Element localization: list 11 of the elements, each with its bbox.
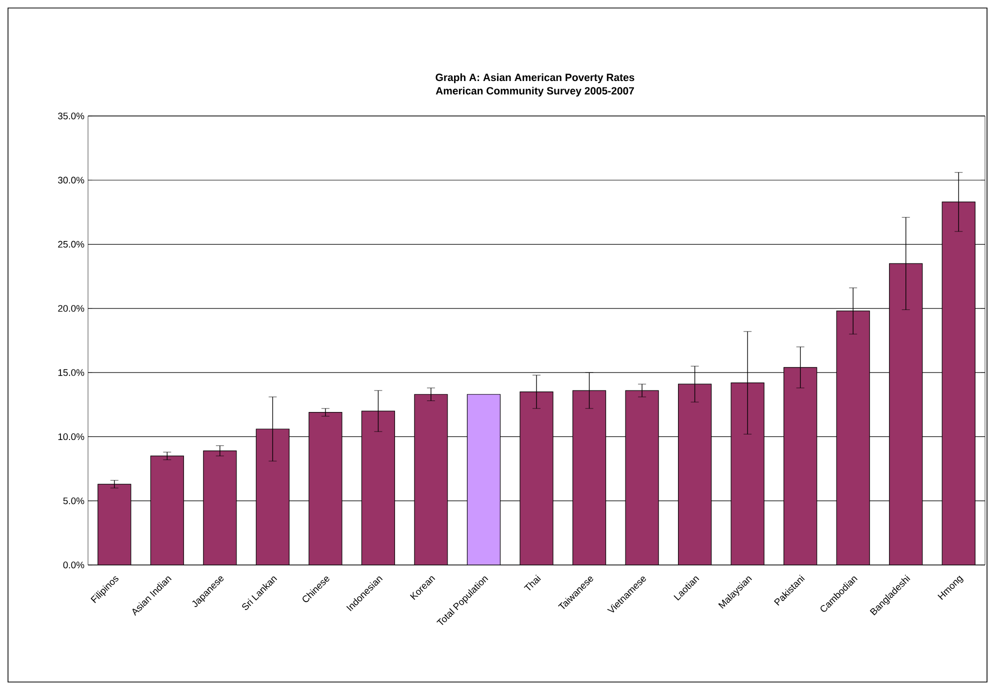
y-tick-label: 35.0%	[58, 112, 84, 120]
y-tick-label: 30.0%	[58, 176, 84, 184]
y-tick-label: 25.0%	[58, 240, 84, 248]
y-tick-label: 5.0%	[63, 497, 84, 504]
y-tick-label: 15.0%	[58, 369, 84, 376]
chart-title: Graph A: Asian American Poverty Rates	[436, 73, 634, 84]
x-tick-label: Thai	[524, 574, 541, 590]
y-tick-label: 20.0%	[58, 305, 84, 312]
y-tick-label: 0.0%	[63, 562, 84, 568]
chart-subtitle: American Community Survey 2005-2007	[436, 86, 634, 97]
y-tick-label: 10.0%	[58, 433, 84, 440]
